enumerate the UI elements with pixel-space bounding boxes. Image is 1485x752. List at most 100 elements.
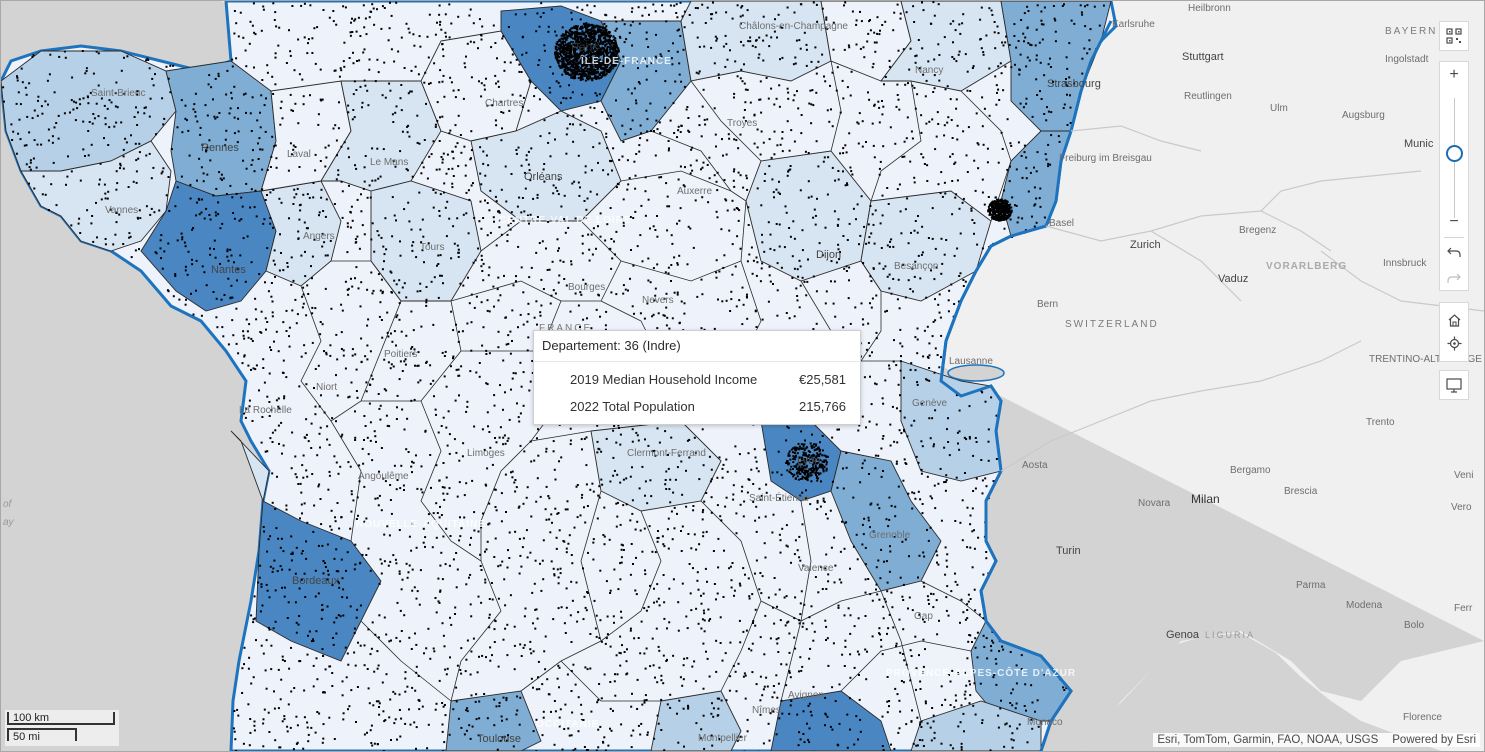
popup-row-income: 2019 Median Household Income €25,581 — [570, 372, 846, 387]
label-brescia: Brescia — [1284, 486, 1318, 497]
label-turin: Turin — [1056, 545, 1081, 557]
popup-row-label: 2022 Total Population — [570, 399, 695, 414]
neighbor-land — [221, 1, 1484, 751]
locate-icon[interactable] — [1447, 336, 1462, 351]
label-nouvelle-aquitaine: NOUVELLE-AQUITAINE — [356, 519, 486, 530]
label-nantes: Nantes — [211, 264, 246, 276]
label-montpellier: Montpellier — [698, 733, 748, 744]
undo-button[interactable] — [1440, 239, 1468, 265]
label-orleans: Orléans — [524, 171, 563, 183]
label-bourges: Bourges — [568, 282, 605, 293]
label-reutlingen: Reutlingen — [1184, 91, 1232, 102]
label-troyes: Troyes — [727, 118, 757, 129]
attribution-sources[interactable]: Esri, TomTom, Garmin, FAO, NOAA, USGS — [1157, 734, 1379, 746]
popup-row-value: 215,766 — [799, 399, 846, 414]
label-modena: Modena — [1346, 600, 1383, 611]
label-parma: Parma — [1296, 580, 1326, 591]
powered-by[interactable]: Powered by Esri — [1392, 734, 1476, 746]
label-vaduz: Vaduz — [1218, 273, 1248, 285]
label-trentino: TRENTINO-ALTO ADIGE — [1369, 354, 1482, 365]
label-heilbronn: Heilbronn — [1188, 3, 1231, 14]
label-nimes: Nîmes — [752, 705, 781, 716]
zoom-in-button[interactable]: + — [1449, 66, 1459, 83]
label-bordeaux: Bordeaux — [292, 575, 340, 587]
label-saint-brieuc: Saint-Brieuc — [91, 88, 145, 99]
label-bologna: Bolo — [1404, 620, 1424, 631]
label-florence: Florence — [1403, 712, 1442, 723]
label-stuttgart: Stuttgart — [1182, 51, 1224, 63]
label-toulouse: Toulouse — [477, 733, 521, 745]
label-valence: Valence — [798, 563, 834, 574]
label-lyon: Lyon — [797, 455, 820, 467]
home-icon[interactable] — [1447, 313, 1462, 328]
label-paris: Paris — [571, 40, 598, 54]
label-chartres: Chartres — [485, 98, 523, 109]
label-munich: Munic — [1404, 138, 1434, 150]
label-bern: Bern — [1037, 299, 1058, 310]
mediterranean-sea — [1086, 633, 1441, 751]
country-borders — [1000, 125, 1484, 472]
label-clermont: Clermont-Ferrand — [627, 448, 706, 459]
zoom-slider-thumb[interactable] — [1446, 145, 1463, 162]
attribution: Esri, TomTom, Garmin, FAO, NOAA, USGS Po… — [1153, 733, 1480, 747]
scale-km: 100 km — [13, 712, 50, 724]
label-angers: Angers — [303, 231, 335, 242]
label-freiburg: Freiburg im Breisgau — [1059, 153, 1152, 164]
label-geneve: Genève — [912, 398, 947, 409]
label-genoa: Genoa — [1166, 629, 1200, 641]
redo-button[interactable] — [1440, 265, 1468, 291]
label-novara: Novara — [1138, 498, 1171, 509]
zoom-controls: + − — [1439, 61, 1469, 291]
label-venezia: Veni — [1454, 470, 1473, 481]
label-angouleme: Angoulême — [358, 471, 409, 482]
label-ingolstadt: Ingolstadt — [1385, 54, 1429, 65]
label-strasbourg: Strasbourg — [1047, 78, 1101, 90]
scale-mi: 50 mi — [13, 731, 40, 743]
label-aosta: Aosta — [1022, 460, 1048, 471]
popup-row-value: €25,581 — [799, 372, 846, 387]
label-augsburg: Augsburg — [1342, 110, 1385, 121]
zoom-out-button[interactable]: − — [1449, 213, 1459, 230]
label-poitiers: Poitiers — [384, 349, 417, 360]
popup-row-label: 2019 Median Household Income — [570, 372, 758, 387]
label-bregenz: Bregenz — [1239, 225, 1276, 236]
label-provence: PROVENCE-ALPES-CÔTE D'AZUR — [886, 666, 1076, 679]
label-gap: Gap — [914, 611, 933, 622]
qr-code-button[interactable] — [1439, 21, 1469, 51]
label-occitanie: OCCITANIE — [536, 719, 599, 730]
label-laval: Laval — [287, 149, 311, 160]
label-chalons: Châlons-en-Champagne — [739, 21, 848, 32]
label-vorarlberg: VORARLBERG — [1266, 261, 1347, 272]
popup-title: Departement: 36 (Indre) — [542, 338, 681, 353]
label-bergamo: Bergamo — [1230, 465, 1271, 476]
label-karlsruhe: Karlsruhe — [1112, 19, 1155, 30]
map-labels: Paris ÎLE-DE-FRANCE Châlons-en-Champagne… — [3, 3, 1482, 745]
monitor-icon — [1446, 377, 1462, 393]
label-bay: ay — [3, 517, 15, 528]
department-boundaries — [300, 60, 1012, 722]
label-ulm: Ulm — [1270, 103, 1288, 114]
label-vannes: Vannes — [105, 205, 138, 216]
label-milan: Milan — [1191, 492, 1220, 506]
fullscreen-button[interactable] — [1439, 370, 1469, 400]
scale-bar: 100 km 50 mi — [7, 712, 117, 744]
label-tours: Tours — [420, 242, 444, 253]
france-border — [939, 20, 1113, 751]
label-verona: Vero — [1451, 502, 1472, 513]
label-nevers: Nevers — [642, 295, 674, 306]
label-innsbruck: Innsbruck — [1383, 258, 1427, 269]
label-grenoble: Grenoble — [869, 530, 911, 541]
label-dijon: Dijon — [816, 249, 841, 261]
label-centre-val: CENTRE-VAL DE LOIRE — [499, 215, 632, 226]
label-lausanne: Lausanne — [949, 356, 993, 367]
label-bayern: BAYERN — [1385, 26, 1437, 37]
label-niort: Niort — [316, 382, 337, 393]
label-besancon: Besançon — [894, 261, 938, 272]
label-avignon: Avignon — [788, 690, 824, 701]
feature-popup[interactable]: Departement: 36 (Indre) 2019 Median Hous… — [533, 330, 861, 425]
label-zurich: Zurich — [1130, 239, 1161, 251]
label-monaco: Monaco — [1027, 717, 1063, 728]
lake-geneva — [947, 364, 1005, 382]
